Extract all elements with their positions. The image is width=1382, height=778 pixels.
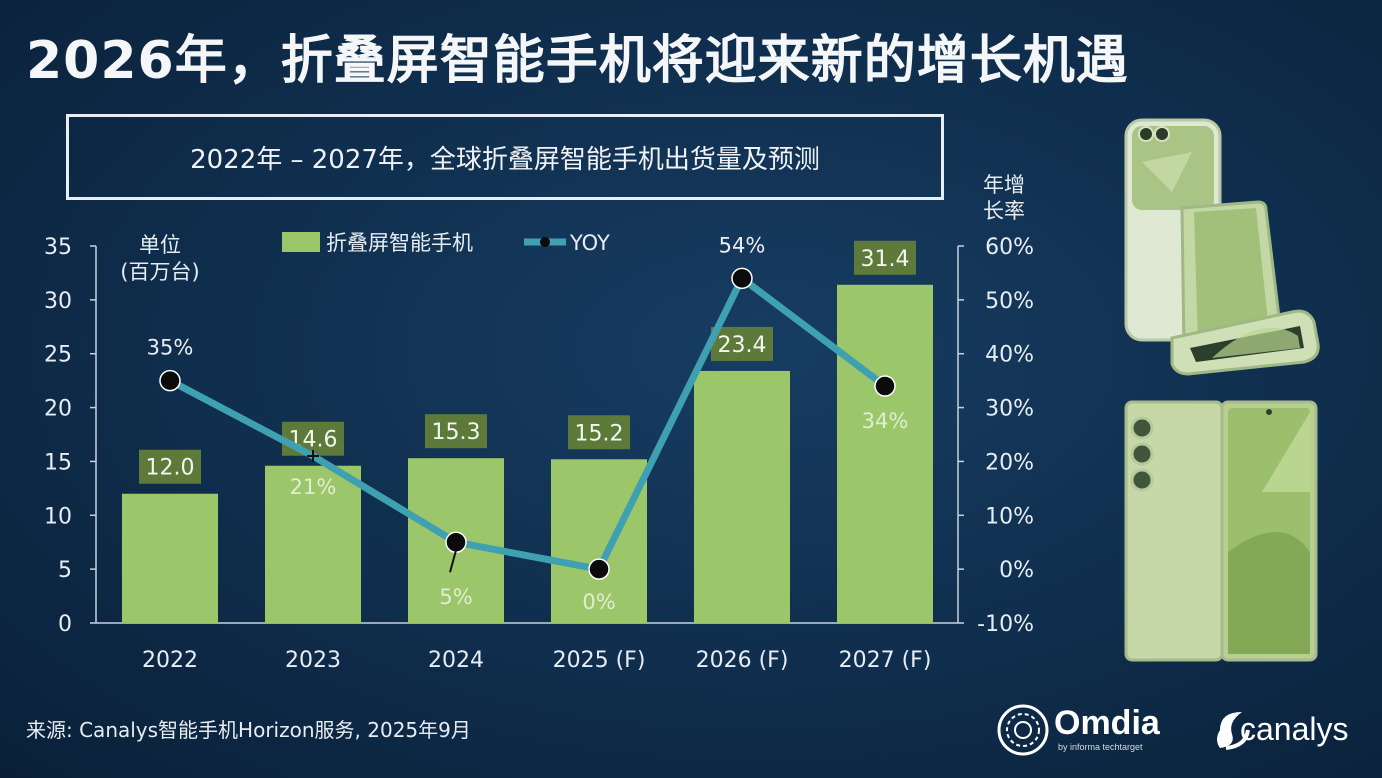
- yoy-series: 35% 21% 5% 0% 54% 34%: [147, 233, 909, 614]
- bar-value-label: 12.0: [146, 456, 195, 481]
- yoy-value-label: 54%: [719, 233, 766, 257]
- legend-swatch-marker: [540, 237, 550, 247]
- chart-title-box: 2022年 – 2027年，全球折叠屏智能手机出货量及预测: [66, 114, 944, 200]
- bar-value-label: 31.4: [861, 247, 910, 272]
- bar-value-label-bg: [854, 240, 916, 275]
- bar: [265, 465, 361, 623]
- bar-value-label-bg: [139, 449, 201, 484]
- right-tick-label: 40%: [985, 343, 1034, 368]
- left-tick-label: 20: [44, 397, 72, 422]
- left-axis-title: 单位(百万台): [120, 233, 199, 284]
- bar: [122, 493, 218, 623]
- bar-series: [122, 284, 933, 623]
- left-tick-label: 15: [44, 450, 72, 475]
- logo-bar: Omdia by informa techtarget canalys: [997, 704, 1349, 756]
- yoy-point: [159, 369, 181, 392]
- chart-title: 2022年 – 2027年，全球折叠屏智能手机出货量及预测: [190, 144, 820, 175]
- bar-value-label-bg: [711, 326, 773, 361]
- yoy-label-leader: [449, 549, 457, 573]
- yoy-value-label: 21%: [290, 475, 337, 499]
- left-tick-label: 10: [44, 504, 72, 529]
- page-title: 2026年，折叠屏智能手机将迎来新的增长机遇: [26, 31, 1129, 91]
- yoy-value-label: 0%: [582, 590, 615, 614]
- bar-value-label: 23.4: [718, 333, 767, 358]
- legend-swatch-bar: [282, 232, 320, 252]
- chart-axes: 0 5 10 15 20 25 30 35 -10% 0% 10% 20% 30% 40% 50% 60% 20…: [44, 173, 1034, 673]
- legend-label-line: YOY: [569, 231, 610, 255]
- omdia-subtext: by informa techtarget: [1058, 742, 1143, 752]
- canalys-wordmark: canalys: [1240, 711, 1349, 747]
- left-tick-label: 0: [58, 612, 72, 637]
- yoy-point: [445, 531, 467, 553]
- x-tick-label: 2025 (F): [553, 648, 646, 673]
- bar: [694, 370, 790, 623]
- yoy-value-label: 35%: [147, 336, 194, 360]
- x-tick-label: 2023: [285, 648, 341, 673]
- yoy-line: [168, 274, 888, 573]
- left-tick-label: 5: [58, 558, 72, 583]
- right-tick-label: 20%: [985, 450, 1034, 475]
- bar-value-label-bg: [568, 415, 630, 450]
- bar: [551, 459, 647, 623]
- right-tick-label: -10%: [977, 612, 1034, 637]
- right-tick-label: 30%: [985, 397, 1034, 422]
- x-tick-label: 2026 (F): [696, 648, 789, 673]
- right-axis-title: 年增长率: [983, 173, 1025, 223]
- canalys-logo: canalys: [1217, 711, 1349, 750]
- yoy-point: [588, 558, 610, 580]
- x-tick-label: 2024: [428, 648, 484, 673]
- x-tick-label: 2027 (F): [839, 648, 932, 673]
- x-tick-label: 2022: [142, 648, 198, 673]
- legend-label-bar: 折叠屏智能手机: [326, 231, 473, 255]
- chart-legend: 折叠屏智能手机 YOY: [282, 231, 610, 255]
- yoy-point: [874, 375, 896, 397]
- source-note: 来源: Canalys智能手机Horizon服务, 2025年9月: [26, 718, 471, 742]
- yoy-point: [731, 267, 753, 290]
- bar-value-label: 15.3: [432, 420, 481, 445]
- omdia-wordmark: Omdia: [1054, 704, 1161, 742]
- right-tick-label: 60%: [985, 235, 1034, 260]
- foldable-phones-illustration: [1124, 118, 1320, 662]
- bar-labels: 12.014.6 15.3 15.223.431.4: [139, 240, 916, 484]
- left-tick-label: 25: [44, 343, 72, 368]
- bar: [837, 284, 933, 623]
- yoy-value-label: 34%: [862, 409, 909, 433]
- bar-value-label-bg: [425, 414, 487, 449]
- left-tick-label: 30: [44, 289, 72, 314]
- flip-phone-image: [1124, 118, 1320, 376]
- right-tick-label: 50%: [985, 289, 1034, 314]
- right-tick-label: 10%: [985, 504, 1034, 529]
- omdia-logo: Omdia by informa techtarget: [997, 704, 1161, 756]
- fold-phone-image: [1124, 400, 1318, 662]
- left-tick-label: 35: [44, 235, 72, 260]
- yoy-value-label: 5%: [439, 585, 472, 609]
- right-tick-label: 0%: [999, 558, 1034, 583]
- yoy-point: [307, 450, 319, 463]
- bar-value-label: 15.2: [575, 421, 624, 446]
